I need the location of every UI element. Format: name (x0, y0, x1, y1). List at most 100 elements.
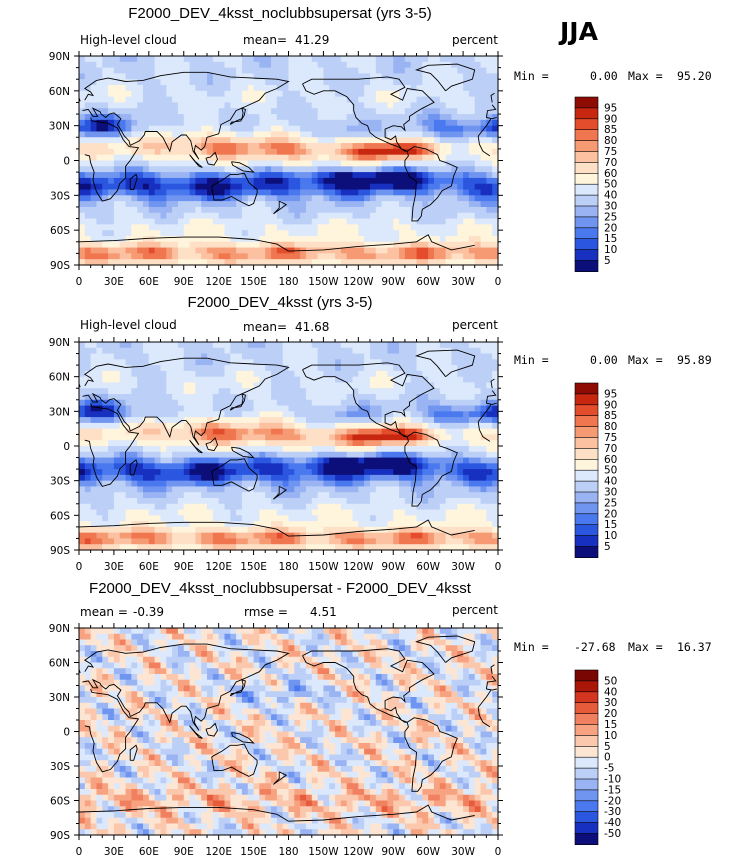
heatmap-cell (271, 235, 278, 243)
heatmap-cell (474, 394, 482, 401)
heatmap-cell (143, 405, 150, 412)
heatmap-cell (352, 359, 359, 366)
heatmap-cell (195, 399, 202, 407)
heatmap-cell (137, 183, 144, 191)
heatmap-cell (166, 347, 173, 355)
panel3-rmse-label: rmse = (244, 605, 288, 619)
heatmap-cell (247, 131, 255, 138)
heatmap-cell (393, 399, 400, 407)
heatmap-cell (474, 411, 482, 418)
heatmap-cell (236, 498, 243, 505)
heatmap-cell (492, 160, 499, 167)
heatmap-cell (148, 67, 156, 75)
heatmap-cell (474, 428, 482, 436)
heatmap-cell (294, 131, 301, 138)
heatmap-cell (253, 451, 260, 459)
heatmap-cell (160, 230, 167, 237)
heatmap-cell (463, 102, 470, 109)
heatmap-cell (445, 125, 453, 133)
heatmap-cell (335, 224, 342, 231)
heatmap-cell (113, 253, 121, 260)
heatmap-cell (177, 469, 185, 476)
heatmap-cell (457, 428, 464, 436)
heatmap-cell (113, 486, 121, 493)
heatmap-cell (148, 382, 156, 389)
heatmap-cell (236, 183, 243, 191)
heatmap-cell (195, 422, 202, 430)
heatmap-cell (154, 90, 162, 98)
heatmap-cell (247, 503, 255, 511)
heatmap-cell (375, 201, 383, 208)
heatmap-cell (265, 73, 272, 80)
heatmap-cell (230, 428, 237, 436)
heatmap-cell (271, 108, 278, 115)
heatmap-cell (387, 247, 394, 254)
heatmap-cell (439, 394, 447, 401)
heatmap-cell (492, 125, 499, 133)
heatmap-cell (439, 463, 447, 470)
heatmap-cell (218, 218, 226, 225)
heatmap-cell (410, 137, 418, 144)
heatmap-cell (265, 201, 272, 208)
heatmap-cell (340, 394, 348, 401)
heatmap-cell (335, 509, 342, 516)
heatmap-cell (224, 96, 231, 104)
heatmap-cell (102, 457, 109, 464)
heatmap-cell (399, 365, 406, 372)
heatmap-cell (177, 253, 185, 260)
heatmap-cell (201, 463, 208, 470)
heatmap-cell (463, 183, 470, 191)
heatmap-cell (201, 102, 208, 109)
heatmap-cell (154, 388, 162, 395)
heatmap-cell (271, 172, 278, 179)
heatmap-cell (113, 492, 121, 499)
heatmap-cell (445, 96, 453, 104)
heatmap-cell (457, 469, 464, 476)
heatmap-cell (288, 177, 295, 185)
heatmap-cell (323, 166, 330, 173)
heatmap-cell (218, 388, 226, 395)
heatmap-cell (212, 457, 220, 464)
heatmap-cell (137, 114, 144, 121)
heatmap-cell (172, 509, 179, 516)
heatmap-cell (445, 422, 453, 430)
heatmap-cell (381, 90, 389, 98)
heatmap-cell (433, 224, 441, 231)
heatmap-cell (212, 440, 220, 447)
heatmap-cell (340, 503, 348, 511)
heatmap-cell (236, 166, 243, 173)
heatmap-cell (212, 137, 220, 144)
heatmap-cell (358, 463, 365, 470)
heatmap-cell (294, 241, 301, 249)
heatmap-cell (276, 382, 284, 389)
heatmap-cell (131, 195, 138, 202)
heatmap-cell (294, 73, 301, 80)
heatmap-cell (352, 394, 359, 401)
heatmap-cell (189, 143, 196, 150)
heatmap-cell (352, 131, 359, 138)
heatmap-cell (364, 195, 371, 202)
heatmap-cell (439, 137, 447, 144)
colorbar-label: 95 (604, 102, 617, 114)
heatmap-cell (416, 119, 423, 127)
heatmap-cell (492, 189, 499, 196)
heatmap-cell (265, 183, 272, 191)
heatmap-cell (404, 241, 412, 249)
heatmap-cell (358, 160, 365, 167)
heatmap-cell (387, 253, 394, 260)
heatmap-cell (381, 382, 389, 389)
heatmap-cell (166, 85, 173, 92)
heatmap-cell (294, 160, 301, 167)
heatmap-cell (90, 218, 98, 225)
heatmap-cell (428, 370, 435, 378)
heatmap-cell (416, 247, 423, 254)
heatmap-cell (480, 469, 487, 476)
heatmap-cell (375, 119, 383, 127)
heatmap-cell (160, 498, 167, 505)
heatmap-cell (90, 480, 98, 488)
heatmap-cell (358, 172, 365, 179)
heatmap-cell (177, 347, 185, 355)
heatmap-cell (172, 189, 179, 196)
heatmap-cell (113, 509, 121, 516)
heatmap-cell (375, 67, 383, 75)
